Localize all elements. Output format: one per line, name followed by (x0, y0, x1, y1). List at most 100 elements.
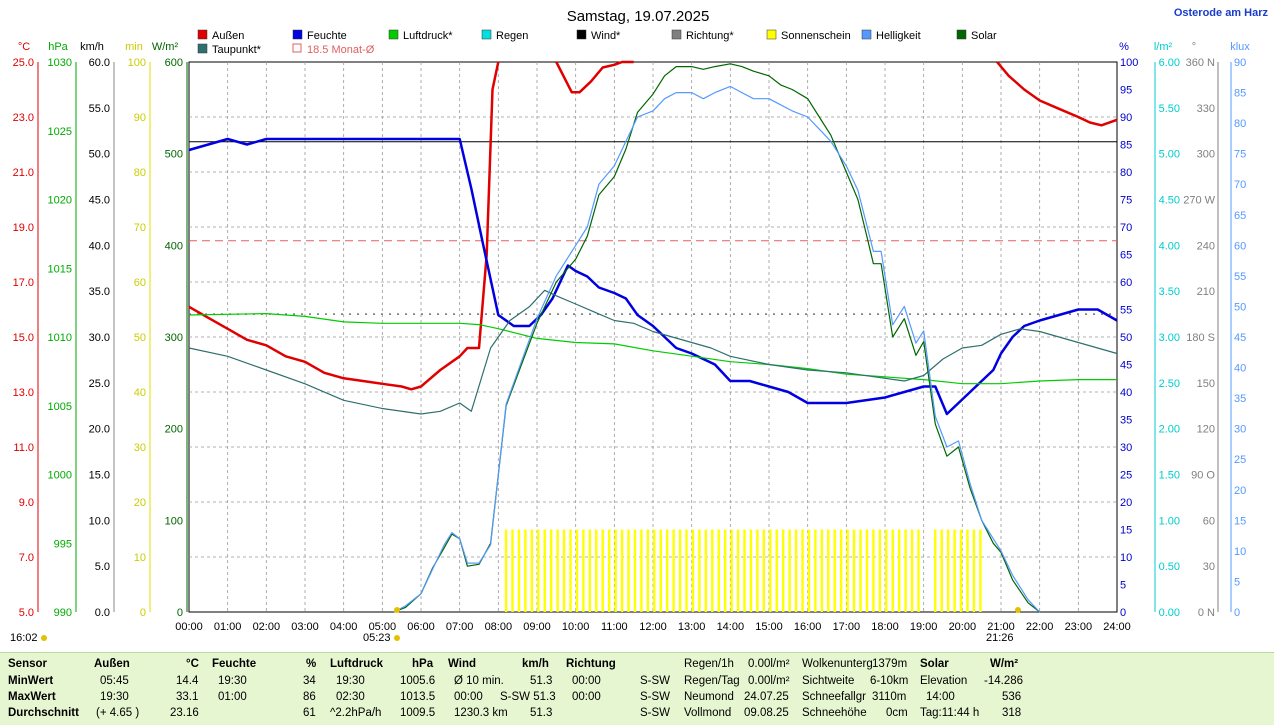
axis-tick-label: 80 (134, 167, 146, 179)
sunshine-bar (852, 529, 856, 612)
solar-max-time: 14:00 (926, 691, 955, 703)
axis-unit: °C (18, 41, 30, 53)
sunshine-bar (678, 529, 682, 612)
axis-tick-label: 20 (1234, 485, 1246, 497)
wolken-label: Wolkenunterg (802, 658, 873, 670)
axis-tick-label: 70 (1120, 222, 1132, 234)
sunshine-bar (614, 529, 617, 612)
sunshine-bar (807, 529, 811, 612)
legend-swatch (388, 29, 399, 40)
axis-unit: klux (1230, 41, 1250, 53)
axis-tick-label: 90 (1234, 57, 1246, 69)
x-tick-label: 10:00 (562, 621, 590, 633)
legend-swatch (292, 29, 303, 40)
axis-tick-label: 1000 (48, 470, 72, 482)
sunshine-bar (749, 529, 753, 612)
sunshine-bar (601, 529, 604, 612)
axis-tick-label: 300 (165, 332, 183, 344)
aussen-header: Außen (94, 658, 130, 670)
sunshine-bar (723, 529, 727, 612)
chart-series (188, 60, 1118, 613)
wind-min-value: 51.3 (530, 675, 553, 687)
feuchte-header: Feuchte (212, 658, 257, 670)
luftdruck-header: Luftdruck (330, 658, 384, 670)
right-axes: %100959085807570656055504540353025201510… (1116, 41, 1250, 619)
sunshine-bar (736, 529, 740, 612)
axis-tick-label: 600 (165, 57, 183, 69)
x-tick-label: 17:00 (833, 621, 861, 633)
axis-tick-label: 85 (1234, 88, 1246, 100)
axis-tick-label: 55 (1120, 305, 1132, 317)
axis-tick-label: 0.00 (1159, 607, 1180, 619)
series-line (996, 61, 1118, 127)
sunshine-bar (872, 529, 875, 612)
axis-tick-label: 0 (1234, 607, 1240, 619)
axis-unit: % (1119, 41, 1129, 53)
wind-unit: km/h (522, 658, 549, 670)
axis-tick-label: 35 (1234, 393, 1246, 405)
sunshine-bar (627, 529, 630, 612)
axis-tick-label: 60 (1120, 277, 1132, 289)
series-line (188, 313, 1117, 385)
legend-label: Wind* (591, 30, 621, 42)
legend-label: Luftdruck* (403, 30, 453, 42)
sunshine-bar (530, 529, 534, 612)
aussen-min-time: 05:45 (100, 675, 129, 687)
axis-tick-label: 50 (1120, 332, 1132, 344)
axis-tick-label: 0 (177, 607, 183, 619)
axis-tick-label: 5.00 (1159, 149, 1180, 161)
x-tick-label: 23:00 (1065, 621, 1093, 633)
axis-tick-label: 120 (1197, 424, 1215, 436)
sunshine-bar (910, 529, 914, 612)
aussen-max-time: 19:30 (100, 691, 129, 703)
axis-tick-label: 0.50 (1159, 561, 1180, 573)
series-line (188, 61, 500, 391)
legend-label: Regen (496, 30, 528, 42)
summary-label-avg: Durchschnitt (8, 707, 79, 719)
richtung-min-time: 00:00 (572, 675, 601, 687)
sunshine-bar (588, 529, 592, 612)
sunshine-bar (839, 529, 843, 612)
weather-chart: Samstag, 19.07.2025 Osterode am Harz Auß… (10, 7, 1268, 644)
sunshine-bar (562, 529, 566, 612)
axis-tick-label: 45 (1234, 332, 1246, 344)
solar-max-value: 536 (1002, 691, 1022, 703)
plot-grid (189, 62, 1117, 612)
sunshine-bar (743, 529, 746, 612)
regen-tag-label: Regen/Tag (684, 675, 740, 687)
axis-tick-label: 30 (1234, 424, 1246, 436)
x-tick-label: 22:00 (1026, 621, 1054, 633)
series-line (188, 137, 1118, 416)
sun-icon (41, 635, 47, 641)
axis-tick-label: 65 (1120, 250, 1132, 262)
axis-tick-label: 20 (1120, 497, 1132, 509)
legend-swatch (292, 43, 302, 53)
legend-label: Außen (212, 30, 244, 42)
sunshine-bar (665, 529, 669, 612)
x-tick-label: 12:00 (639, 621, 667, 633)
axis-tick-label: 80 (1120, 167, 1132, 179)
luftdruck-unit: hPa (412, 658, 434, 670)
axis-tick-label: 55 (1234, 271, 1246, 283)
axis-tick-label: 25.0 (13, 57, 34, 69)
axis-tick-label: 50 (134, 332, 146, 344)
sunshine-bar (878, 529, 882, 612)
regen-tag-value: 0.00l/m² (748, 675, 790, 687)
sun-icon (394, 607, 400, 613)
x-tick-label: 21:00 (987, 621, 1015, 633)
axis-tick-label: 5 (1234, 576, 1240, 588)
axis-tick-label: 1020 (48, 195, 72, 207)
sichtweite-value: 6-10km (870, 675, 909, 687)
axis-tick-label: 270 W (1183, 195, 1215, 207)
sunshine-bar (659, 529, 662, 612)
axis-tick-label: 0 (1120, 607, 1126, 619)
sunshine-bar (717, 529, 720, 612)
richtung-min-value: S-SW (640, 675, 671, 687)
axis-tick-label: 35 (1120, 415, 1132, 427)
daylength-label: Tag:11:44 h (920, 707, 980, 719)
sunshine-bar (704, 529, 708, 612)
sunshine-bar (756, 529, 759, 612)
axis-tick-label: 2.00 (1159, 424, 1180, 436)
sunshine-bar (794, 529, 798, 612)
axis-tick-label: 100 (128, 57, 146, 69)
